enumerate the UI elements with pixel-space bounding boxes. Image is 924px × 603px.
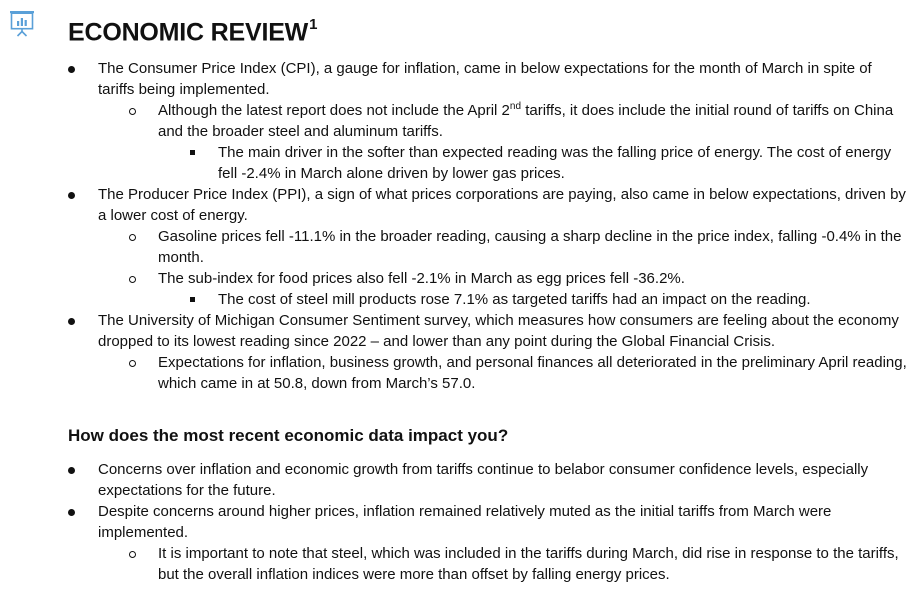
bullet-circle: [129, 275, 136, 283]
impact-heading: How does the most recent economic data i…: [68, 426, 509, 445]
review-subitem-gasoline: Gasoline prices fell -11.1% in the broad…: [0, 226, 908, 268]
review-item-cpi: The Consumer Price Index (CPI), a gauge …: [0, 58, 906, 100]
bullet-circle: [129, 359, 136, 367]
review-list: The Consumer Price Index (CPI), a gauge …: [0, 58, 924, 394]
bullet-disc: [68, 509, 75, 516]
bullet-disc: [68, 192, 75, 199]
review-subitem-expectations: Expectations for inflation, business gro…: [0, 352, 908, 394]
impact-item-inflation: Despite concerns around higher prices, i…: [0, 501, 906, 543]
review-subitem-tariffs: Although the latest report does not incl…: [0, 100, 908, 142]
page-title: ECONOMIC REVIEW1: [68, 16, 318, 47]
presentation-chart-icon: [10, 11, 34, 37]
review-item-ppi: The Producer Price Index (PPI), a sign o…: [0, 184, 906, 226]
bullet-disc: [68, 467, 75, 474]
review-item-sentiment: The University of Michigan Consumer Sent…: [0, 310, 906, 352]
bullet-square: [190, 150, 195, 155]
bullet-disc: [68, 318, 75, 325]
impact-list: Concerns over inflation and economic gro…: [0, 459, 924, 585]
title-footnote: 1: [309, 16, 318, 33]
review-subsubitem-steel: The cost of steel mill products rose 7.1…: [0, 289, 908, 310]
review-subsubitem-energy: The main driver in the softer than expec…: [0, 142, 908, 184]
bullet-disc: [68, 66, 75, 73]
bullet-circle: [129, 550, 136, 558]
bullet-circle: [129, 233, 136, 241]
impact-item-confidence: Concerns over inflation and economic gro…: [0, 459, 906, 501]
bullet-circle: [129, 107, 136, 115]
impact-subitem-steel: It is important to note that steel, whic…: [0, 543, 908, 585]
bullet-square: [190, 297, 195, 302]
review-subitem-food: The sub-index for food prices also fell …: [0, 268, 908, 289]
